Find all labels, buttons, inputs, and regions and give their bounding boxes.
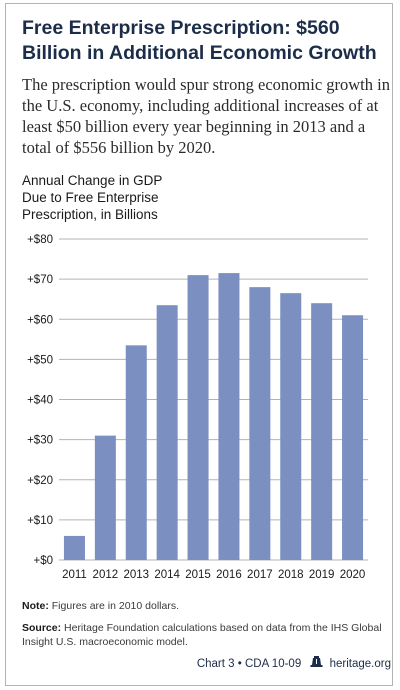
x-tick-label: 2020	[340, 569, 366, 581]
x-tick-label: 2016	[216, 569, 242, 581]
y-tick-label: +$50	[27, 354, 53, 366]
y-tick-label: +$10	[27, 515, 53, 527]
bar-chart: +$0 +$10 +$20 +$30 +$40 +$50 +$60 +$70 +$80 2011 2…	[27, 234, 368, 581]
chart-subtitle: The prescription would spur strong econo…	[22, 75, 390, 157]
y-tick-label: +$80	[27, 234, 53, 246]
y-tick-label: +$20	[27, 475, 53, 487]
x-tick-label: 2011	[62, 569, 87, 581]
note: Note: Figures are in 2010 dollars.	[22, 599, 388, 613]
site-link[interactable]: heritage.org	[329, 658, 391, 670]
y-tick-label: +$0	[33, 555, 53, 567]
bar-2011	[63, 535, 85, 560]
x-tick-label: 2017	[247, 569, 273, 581]
y-tick-label: +$60	[27, 314, 53, 326]
x-tick-label: 2014	[154, 569, 180, 581]
chart-id: Chart 3 • CDA 10-09	[196, 658, 302, 670]
x-tick-label: 2012	[93, 569, 119, 581]
x-tick-label: 2018	[278, 569, 304, 581]
bar-2016	[218, 273, 240, 560]
bar-2014	[156, 305, 178, 560]
source: Source: Heritage Foundation calculations…	[22, 621, 388, 649]
bar-2018	[280, 293, 302, 560]
y-tick-label: +$70	[27, 274, 53, 286]
x-tick-label: 2015	[185, 569, 211, 581]
chart-title: Free Enterprise Prescription: $560 Billi…	[22, 17, 377, 64]
bar-2015	[187, 275, 209, 560]
x-tick-label: 2019	[309, 569, 335, 581]
source-text: Heritage Foundation calculations based o…	[22, 622, 382, 648]
y-axis-label: Annual Change in GDP Due to Free Enterpr…	[22, 173, 163, 222]
source-label: Source:	[22, 622, 62, 634]
chart-frame: Free Enterprise Prescription: $560 Billi…	[5, 3, 393, 686]
footer: Chart 3 • CDA 10-09 heritage.org	[11, 656, 391, 671]
liberty-bell-icon	[310, 656, 323, 671]
bar-2012	[94, 435, 116, 560]
y-tick-label: +$40	[27, 395, 53, 407]
y-tick-label: +$30	[27, 435, 53, 447]
note-text: Figures are in 2010 dollars.	[51, 600, 180, 612]
bar-2020	[342, 315, 364, 560]
bar-2013	[125, 345, 147, 560]
x-tick-label: 2013	[123, 569, 149, 581]
bar-2017	[249, 287, 271, 560]
bar-2019	[311, 303, 333, 560]
note-label: Note:	[22, 600, 49, 612]
